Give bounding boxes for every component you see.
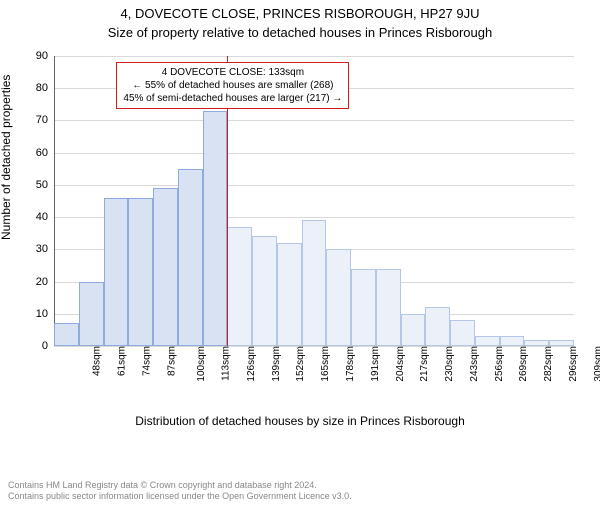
histogram-bar — [401, 314, 426, 346]
title-line-2: Size of property relative to detached ho… — [0, 25, 600, 40]
histogram-bar — [524, 340, 549, 346]
histogram-bar — [153, 188, 178, 346]
histogram-bar — [425, 307, 450, 346]
xtick-label: 139sqm — [269, 346, 282, 382]
footer-line-1: Contains HM Land Registry data © Crown c… — [8, 480, 352, 491]
histogram-bar — [376, 269, 401, 346]
ytick-label: 10 — [36, 308, 54, 320]
xtick-label: 178sqm — [343, 346, 356, 382]
xtick-label: 152sqm — [294, 346, 307, 382]
xtick-label: 87sqm — [164, 346, 177, 376]
footer-line-2: Contains public sector information licen… — [8, 491, 352, 502]
x-axis-label: Distribution of detached houses by size … — [0, 414, 600, 428]
ytick-label: 40 — [36, 211, 54, 223]
histogram-bar — [54, 323, 79, 346]
histogram-bar — [549, 340, 574, 346]
xtick-label: 309sqm — [591, 346, 600, 382]
histogram-bar — [79, 282, 104, 346]
xtick-label: 230sqm — [442, 346, 455, 382]
histogram-bar — [203, 111, 228, 346]
chart-wrap: Number of detached properties 0102030405… — [0, 50, 600, 430]
gridline — [54, 185, 574, 186]
histogram-bar — [326, 249, 351, 346]
histogram-bar — [450, 320, 475, 346]
histogram-bar — [227, 227, 252, 346]
xtick-label: 243sqm — [467, 346, 480, 382]
histogram-bar — [351, 269, 376, 346]
xtick-label: 113sqm — [219, 346, 232, 381]
ytick-label: 30 — [36, 243, 54, 255]
histogram-bar — [104, 198, 129, 346]
xtick-label: 61sqm — [115, 346, 128, 376]
ytick-label: 20 — [36, 276, 54, 288]
xtick-label: 269sqm — [516, 346, 529, 382]
xtick-label: 100sqm — [195, 346, 208, 382]
plot-area: 010203040506070809048sqm61sqm74sqm87sqm1… — [54, 56, 574, 346]
histogram-bar — [252, 236, 277, 346]
xtick-label: 74sqm — [139, 346, 152, 376]
ytick-label: 70 — [36, 114, 54, 126]
xtick-label: 204sqm — [393, 346, 406, 382]
footer: Contains HM Land Registry data © Crown c… — [8, 480, 352, 503]
xtick-label: 191sqm — [368, 346, 381, 382]
ytick-label: 0 — [42, 340, 54, 352]
xtick-label: 217sqm — [417, 346, 430, 382]
xtick-label: 165sqm — [318, 346, 331, 382]
y-axis-line — [54, 56, 55, 346]
ytick-label: 80 — [36, 82, 54, 94]
annotation-line: 4 DOVECOTE CLOSE: 133sqm — [123, 66, 342, 79]
histogram-bar — [128, 198, 153, 346]
histogram-bar — [277, 243, 302, 346]
histogram-bar — [475, 336, 500, 346]
xtick-label: 256sqm — [492, 346, 505, 382]
ytick-label: 60 — [36, 147, 54, 159]
title-line-1: 4, DOVECOTE CLOSE, PRINCES RISBOROUGH, H… — [0, 6, 600, 21]
ytick-label: 50 — [36, 179, 54, 191]
xtick-label: 296sqm — [566, 346, 579, 382]
histogram-bar — [178, 169, 203, 346]
annotation-line: 45% of semi-detached houses are larger (… — [123, 92, 342, 105]
gridline — [54, 153, 574, 154]
y-axis-label: Number of detached properties — [0, 75, 13, 240]
ytick-label: 90 — [36, 50, 54, 62]
histogram-bar — [500, 336, 525, 346]
annotation-box: 4 DOVECOTE CLOSE: 133sqm← 55% of detache… — [116, 62, 349, 109]
xtick-label: 126sqm — [244, 346, 257, 382]
annotation-line: ← 55% of detached houses are smaller (26… — [123, 79, 342, 92]
gridline — [54, 120, 574, 121]
xtick-label: 48sqm — [90, 346, 103, 376]
histogram-bar — [302, 220, 327, 346]
xtick-label: 282sqm — [541, 346, 554, 382]
gridline — [54, 56, 574, 57]
